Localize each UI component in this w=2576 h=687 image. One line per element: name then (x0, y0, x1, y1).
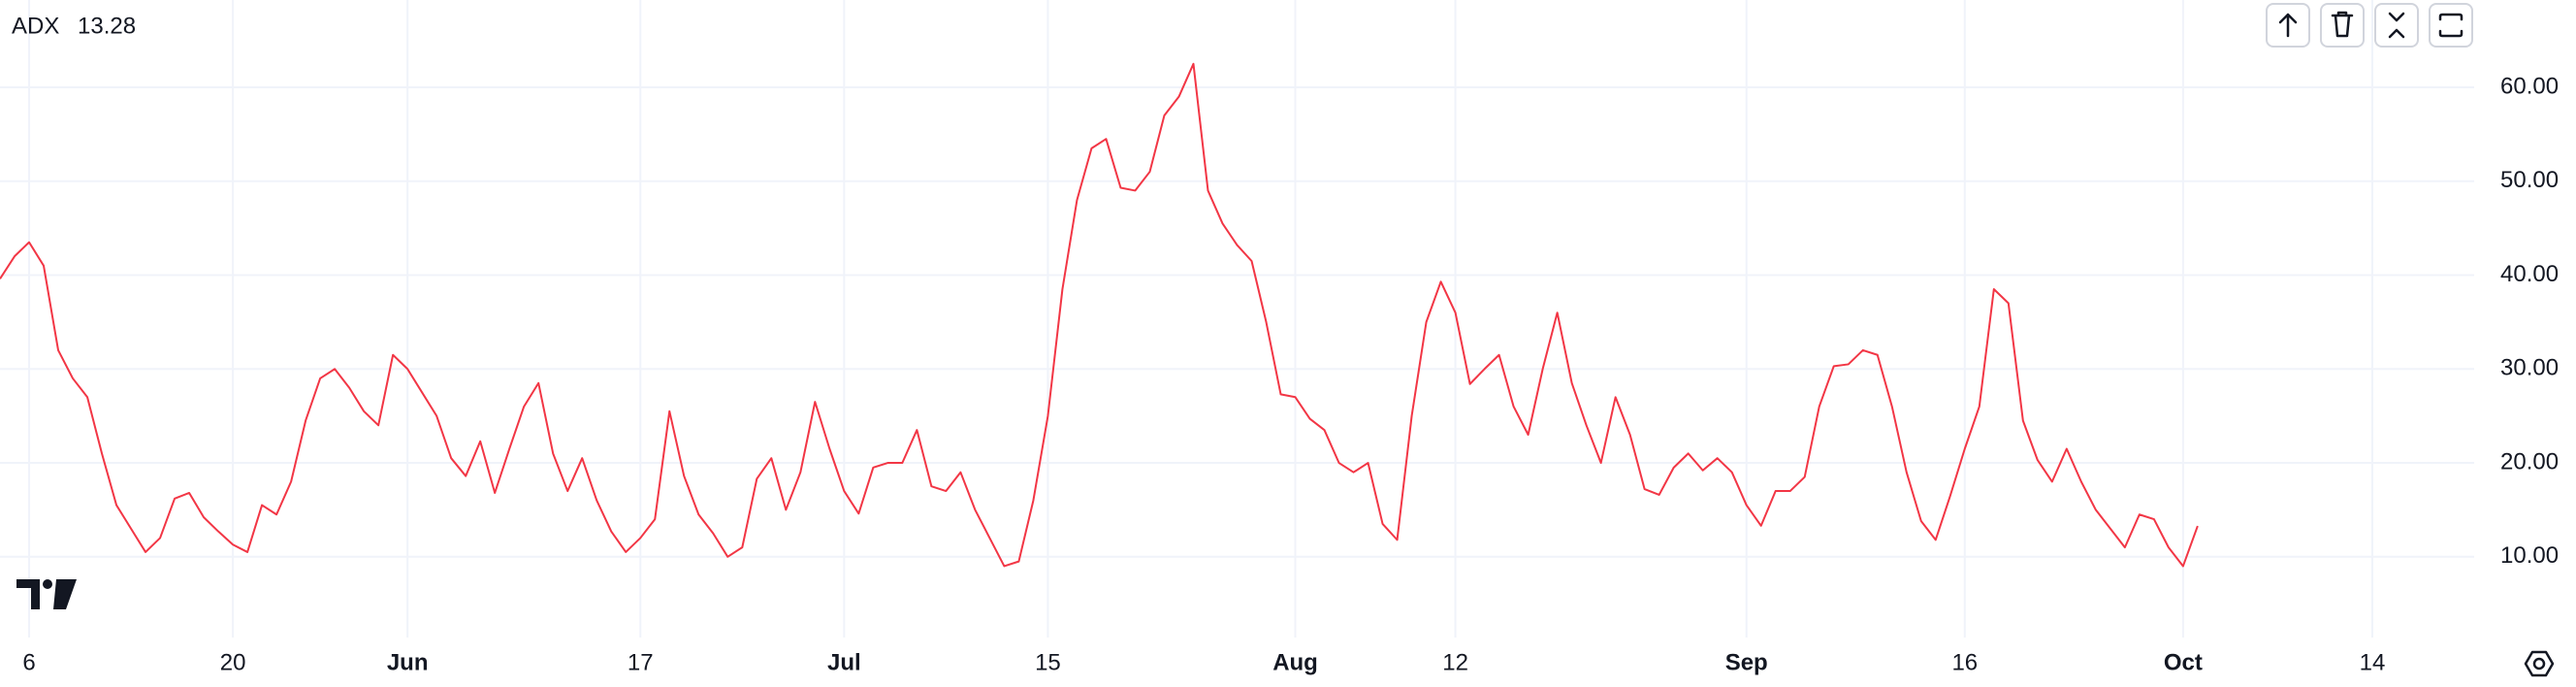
y-tick-label: 40.00 (2500, 261, 2559, 287)
delete-button[interactable] (2320, 3, 2365, 48)
grid (0, 0, 2474, 638)
x-tick-label: Jun (387, 649, 429, 675)
settings-button[interactable] (2524, 650, 2555, 677)
x-tick-label: Oct (2164, 649, 2203, 675)
adx-line (0, 62, 2199, 568)
x-tick-label: 17 (628, 649, 654, 675)
y-tick-label: 20.00 (2500, 448, 2559, 474)
indicator-value: 13.28 (78, 13, 136, 39)
collapse-button[interactable] (2374, 3, 2419, 48)
y-tick-label: 60.00 (2500, 73, 2559, 99)
axes: 10.00 20.00 30.00 40.00 50.00 60.00 70.00 6 20 Ju… (22, 0, 2559, 675)
y-tick-label: 10.00 (2500, 542, 2559, 569)
x-tick-label: 15 (1035, 649, 1061, 675)
x-tick-label: 12 (1442, 649, 1468, 675)
x-tick-label: Aug (1272, 649, 1318, 675)
maximize-button[interactable] (2429, 3, 2473, 48)
y-tick-label: 70.00 (2500, 0, 2559, 6)
x-tick-label: 6 (22, 649, 35, 675)
x-tick-label: 16 (1951, 649, 1978, 675)
indicator-name: ADX (12, 13, 59, 39)
x-tick-label: Jul (827, 649, 861, 675)
toolbar (2266, 3, 2473, 48)
x-tick-label: 20 (220, 649, 246, 675)
plot (0, 62, 2199, 568)
y-tick-label: 30.00 (2500, 355, 2559, 381)
x-tick-label: 14 (2360, 649, 2386, 675)
x-tick-label: Sep (1725, 649, 1768, 675)
move-up-button[interactable] (2266, 3, 2310, 48)
tradingview-logo (16, 579, 77, 609)
y-tick-label: 50.00 (2500, 167, 2559, 193)
